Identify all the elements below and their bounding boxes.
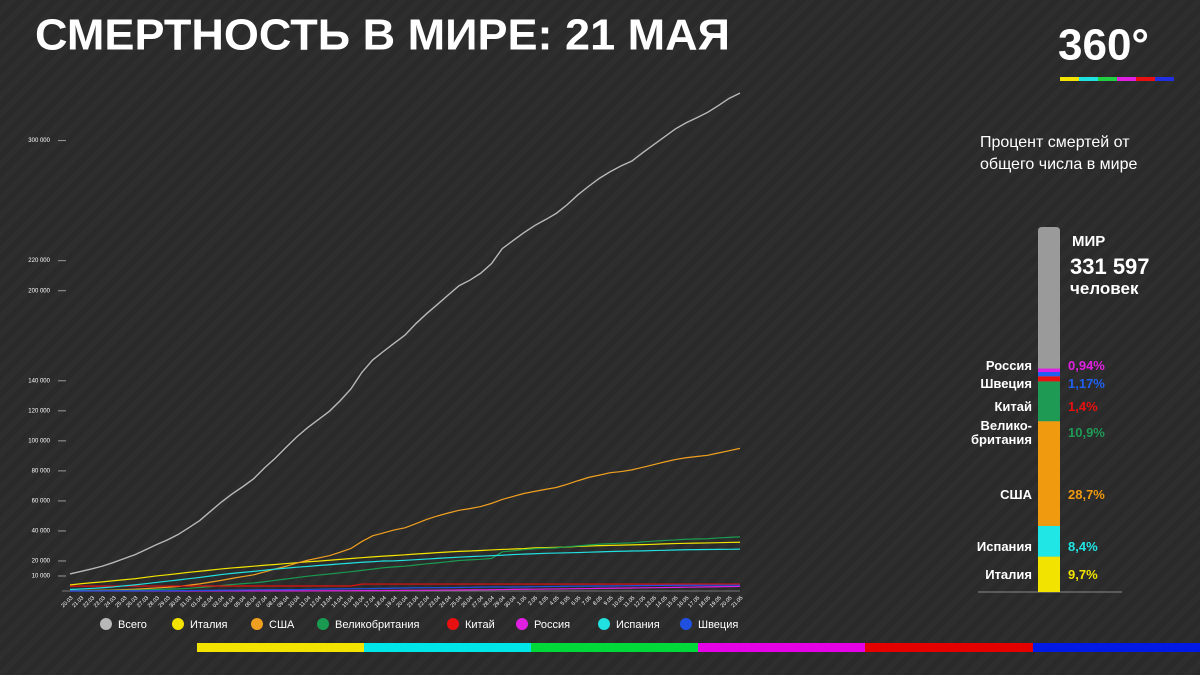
segment-value: 1,4% (1068, 399, 1098, 414)
segment-value: 1,17% (1068, 376, 1105, 391)
legend-label: Россия (534, 619, 570, 631)
segment-label: Швеция (980, 376, 1032, 391)
segment-label: Италия (985, 567, 1032, 582)
x-tick-label: 30.04 (504, 595, 518, 609)
legend-label: Великобритания (335, 619, 420, 631)
panel-title: Процент смертей от общего числа в мире (980, 134, 1138, 173)
x-tick-label: 8.05 (592, 595, 604, 607)
segment-value: 9,7% (1068, 567, 1098, 582)
legend-marker (516, 618, 528, 630)
legend-marker (172, 618, 184, 630)
line-series (69, 541, 741, 586)
segment-label: США (1000, 487, 1032, 502)
logo-stripe (1060, 77, 1174, 81)
line-series (69, 536, 741, 592)
legend-marker (100, 618, 112, 630)
segment-label: Испания (976, 539, 1032, 554)
legend-label: Италия (190, 619, 228, 631)
segment-value: 0,94% (1068, 358, 1105, 373)
bar-segment (1038, 421, 1060, 526)
line-series (69, 548, 741, 591)
segment-label: Китай (994, 399, 1032, 414)
x-tick-label: 10.05 (612, 595, 626, 609)
x-tick-label: 3.05 (538, 595, 550, 607)
legend-label: Швеция (698, 619, 738, 631)
legend-marker (598, 618, 610, 630)
legend-marker (680, 618, 692, 630)
logo: 360° (1058, 21, 1149, 70)
x-tick-label: 2.05 (527, 595, 539, 607)
bar-segment (1038, 525, 1060, 557)
bar-segment (1038, 381, 1060, 422)
segment-label: Велико-британия (971, 418, 1032, 447)
line-series (70, 584, 740, 592)
segment-value: 28,7% (1068, 487, 1105, 502)
bar-segment (1038, 368, 1060, 373)
x-tick-label: 5.05 (560, 595, 572, 607)
line-series (69, 583, 740, 587)
line-series (69, 447, 741, 592)
bar-segment (1038, 372, 1060, 377)
y-tick-label: 100 000 (28, 438, 50, 444)
legend-marker (251, 618, 263, 630)
line-series (69, 92, 741, 575)
y-tick-label: 300 000 (28, 138, 50, 144)
y-tick-label: 10 000 (32, 574, 51, 580)
x-tick-label: 4.05 (549, 595, 561, 607)
legend-label: Испания (616, 619, 660, 631)
total-label: МИР (1072, 233, 1106, 250)
legend-label: Всего (118, 619, 147, 631)
y-tick-label: 200 000 (28, 288, 50, 294)
legend-label: Китай (465, 619, 495, 631)
segment-label: Россия (985, 358, 1032, 373)
y-tick-label: 20 000 (32, 559, 51, 565)
x-tick-label: 9.05 (603, 595, 615, 607)
legend-marker (317, 618, 329, 630)
y-tick-label: 80 000 (32, 468, 51, 474)
x-tick-label: 10.04 (287, 595, 301, 609)
x-tick-label: 1.05 (516, 595, 528, 607)
y-tick-label: 40 000 (32, 529, 51, 535)
total-value: 331 597 (1070, 254, 1150, 279)
total-unit: человек (1070, 279, 1139, 298)
x-tick-label: 7.05 (581, 595, 593, 607)
bar-segment (1038, 376, 1060, 382)
x-tick-label: 21.05 (730, 595, 744, 609)
chart-title: СМЕРТНОСТЬ В МИРЕ: 21 МАЯ (35, 11, 730, 60)
y-tick-label: 120 000 (28, 408, 50, 414)
y-tick-label: 220 000 (28, 258, 50, 264)
y-tick-label: 140 000 (28, 378, 50, 384)
x-tick-label: 6.05 (571, 595, 583, 607)
y-tick-label: 60 000 (32, 498, 51, 504)
legend-marker (447, 618, 459, 630)
bottom-stripe (197, 643, 1200, 652)
bar-segment (1038, 556, 1060, 592)
segment-value: 8,4% (1068, 539, 1098, 554)
legend-label: США (269, 619, 295, 631)
segment-value: 10,9% (1068, 425, 1105, 440)
